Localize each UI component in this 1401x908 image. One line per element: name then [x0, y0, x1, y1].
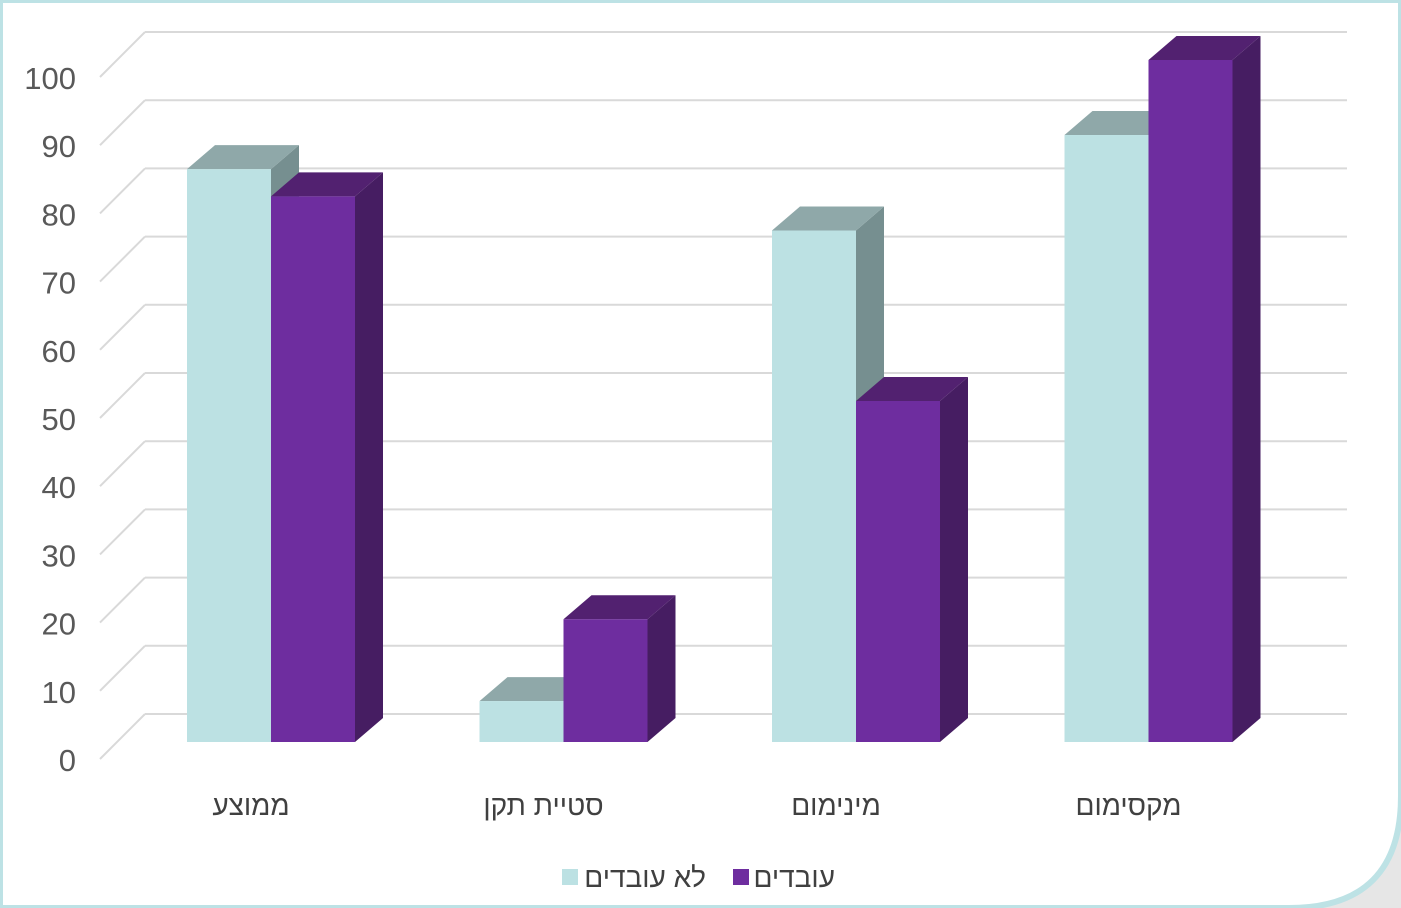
- bar-top: [772, 206, 884, 231]
- y-tick-label: 100: [24, 61, 76, 96]
- x-tick-label: ממוצע: [212, 790, 289, 821]
- bar-front: [187, 169, 271, 742]
- legend-label: לא עובדים: [584, 862, 706, 893]
- bar-top: [856, 377, 968, 401]
- gridline-diagonal: [99, 167, 146, 215]
- y-axis-tick-labels: 0 10 20 30 40 50 60 70 80 90 100: [24, 61, 76, 778]
- y-tick-label: 70: [42, 266, 76, 301]
- y-tick-label: 50: [42, 402, 76, 437]
- gridline-diagonal: [99, 31, 146, 78]
- legend-swatch: [733, 869, 749, 885]
- bar-front: [479, 701, 564, 742]
- bar-working: [856, 377, 968, 742]
- y-tick-label: 0: [59, 743, 76, 778]
- x-tick-label: מקסימום: [1075, 790, 1181, 821]
- bar-top: [187, 145, 299, 170]
- bar-front: [856, 401, 940, 742]
- bar-front: [772, 230, 856, 742]
- gridline-diagonal: [99, 99, 146, 146]
- y-tick-label: 30: [42, 538, 76, 573]
- legend-swatch: [562, 869, 578, 885]
- bar-front: [563, 619, 648, 742]
- bar-front: [1064, 135, 1149, 742]
- bar-top: [271, 172, 383, 197]
- y-tick-label: 80: [42, 197, 76, 232]
- legend-label: עובדים: [753, 862, 835, 893]
- gridline-diagonal: [99, 440, 146, 487]
- y-tick-label: 90: [42, 129, 76, 164]
- bar-working: [271, 172, 383, 742]
- y-tick-label: 20: [42, 607, 76, 642]
- x-tick-label: מינימום: [791, 790, 881, 821]
- legend: לא עובדים עובדים: [562, 862, 835, 893]
- bar-top: [563, 595, 676, 620]
- gridline-diagonal: [99, 508, 146, 556]
- gridline-diagonal: [99, 372, 146, 419]
- gridline-diagonal: [99, 713, 146, 760]
- y-tick-label: 40: [42, 470, 76, 505]
- bar-side: [940, 377, 968, 742]
- gridline-diagonal: [99, 304, 146, 351]
- bar-working: [1148, 36, 1261, 742]
- bar-working: [563, 595, 676, 742]
- x-axis-category-labels: ממוצע סטיית תקן מינימום מקסימום: [212, 790, 1181, 821]
- bar-side: [355, 172, 383, 742]
- x-tick-label: סטיית תקן: [483, 790, 603, 821]
- y-tick-label: 10: [42, 675, 76, 710]
- y-tick-label: 60: [42, 334, 76, 369]
- bar-front: [1148, 60, 1233, 742]
- bar-front: [271, 196, 355, 742]
- gridline-diagonal: [99, 576, 146, 624]
- bars: [187, 36, 1261, 742]
- bar-side: [647, 595, 676, 742]
- bar-side: [1232, 36, 1261, 742]
- bar-top: [1148, 36, 1261, 60]
- gridline-diagonal: [99, 645, 146, 692]
- gridline-diagonal: [99, 235, 146, 283]
